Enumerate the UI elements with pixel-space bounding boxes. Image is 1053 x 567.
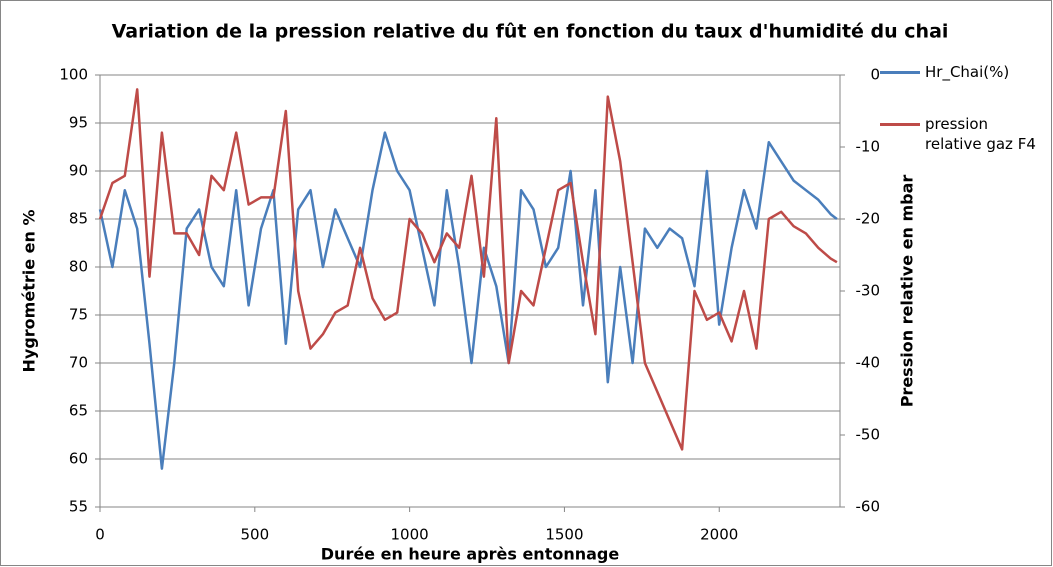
y-tick-label: 95 [69,114,88,132]
legend-swatch [880,71,920,74]
y2-tick-label: -20 [856,210,881,228]
x-tick-label: 0 [95,526,105,544]
y-tick-label: 75 [69,306,88,324]
x-tick-label: 500 [240,526,269,544]
y-tick-label: 90 [69,162,88,180]
legend-label: pression relative gaz F4 [925,115,1036,153]
y2-tick-label: -30 [856,282,881,300]
y2-tick-label: -40 [856,354,881,372]
y-tick-label: 85 [69,210,88,228]
y-tick-label: 100 [59,66,88,84]
y-tick-label: 70 [69,354,88,372]
y2-axis-title: Pression relative en mbar [898,175,917,408]
x-tick-label: 2000 [700,526,738,544]
y2-tick-label: -50 [856,426,881,444]
y2-tick-label: 0 [870,66,880,84]
y-axis-title: Hygrométrie en % [20,210,39,373]
x-axis-title: Durée en heure après entonnage [321,545,620,564]
legend-label: Hr_Chai(%) [925,63,1010,81]
y-tick-label: 55 [69,498,88,516]
series-line [98,131,838,470]
y2-tick-label: -10 [856,138,881,156]
x-tick-label: 1500 [545,526,583,544]
x-tick-label: 1000 [391,526,429,544]
y-tick-label: 80 [69,258,88,276]
chart-title: Variation de la pression relative du fût… [112,21,949,43]
y2-tick-label: -60 [856,498,881,516]
legend-swatch [880,123,920,126]
y-tick-label: 60 [69,450,88,468]
y-tick-label: 65 [69,402,88,420]
series-line [98,88,838,451]
